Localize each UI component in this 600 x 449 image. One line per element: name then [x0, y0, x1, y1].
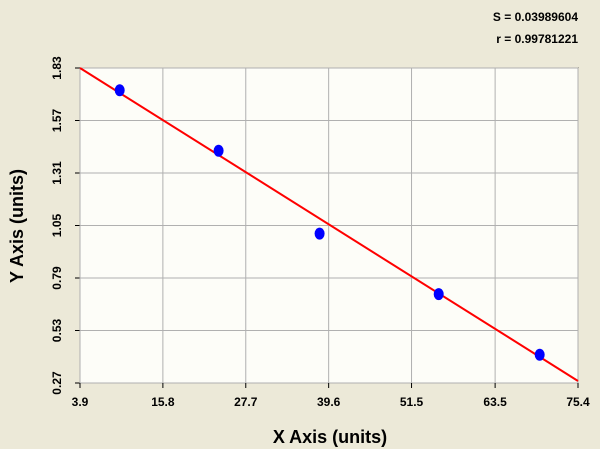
point — [534, 348, 545, 361]
y-tick-label: 1.05 — [50, 213, 64, 237]
x-tick-label: 63.5 — [483, 395, 507, 409]
point — [433, 288, 444, 301]
point — [314, 227, 325, 240]
point — [213, 144, 224, 157]
x-tick-label: 15.8 — [151, 395, 175, 409]
y-tick-label: 1.83 — [50, 56, 64, 80]
fit-line — [79, 67, 579, 382]
x-tick-label: 3.9 — [72, 395, 89, 409]
y-axis-title: Y Axis (units) — [7, 169, 27, 283]
x-tick-label: 75.4 — [566, 395, 590, 409]
annotation: r = 0.99781221 — [496, 32, 578, 46]
y-tick-label: 1.31 — [50, 161, 64, 185]
x-axis-title: X Axis (units) — [273, 427, 387, 447]
x-tick-label: 39.6 — [317, 395, 341, 409]
x-tick-label: 51.5 — [400, 395, 424, 409]
y-tick-label: 0.27 — [50, 371, 64, 395]
y-tick-label: 1.57 — [50, 108, 64, 132]
point — [114, 84, 125, 97]
y-tick-label: 0.53 — [50, 318, 64, 342]
y-tick-label: 0.79 — [50, 266, 64, 290]
x-tick-label: 27.7 — [234, 395, 258, 409]
annotation: S = 0.03989604 — [493, 10, 578, 24]
